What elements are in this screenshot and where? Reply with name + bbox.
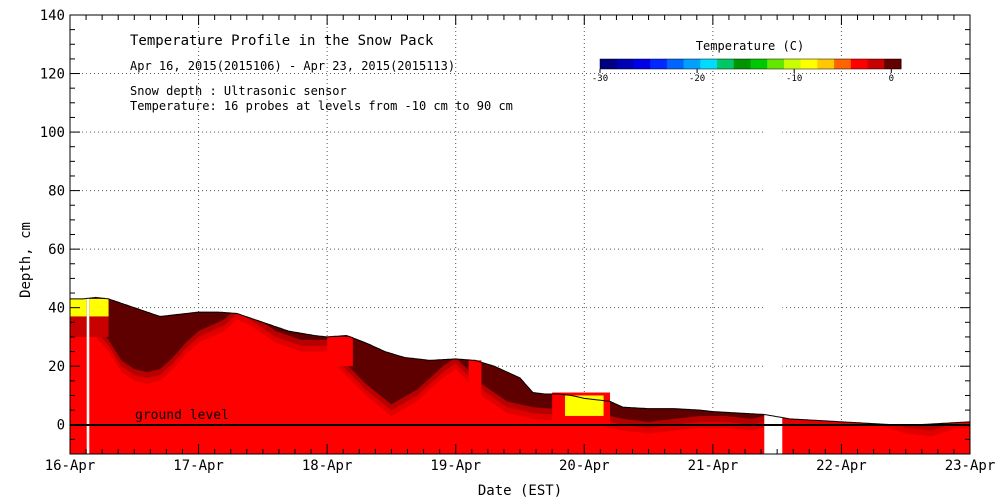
colorbar-swatch [834, 59, 852, 69]
warm-region [70, 319, 970, 454]
chart-title: Temperature Profile in the Snow Pack [130, 33, 434, 49]
x-tick-label: 23-Apr [945, 458, 996, 474]
colorbar-swatch [683, 59, 701, 69]
colorbar-tick-label: -30 [592, 74, 608, 84]
x-tick-label: 20-Apr [559, 458, 610, 474]
colorbar-title: Temperature (C) [696, 39, 804, 53]
colorbar-swatch [767, 59, 785, 69]
probe-temperature-band [89, 316, 109, 337]
colorbar-swatch [850, 59, 869, 69]
colorbar-frame [599, 58, 902, 70]
snow-depth-line [70, 296, 970, 426]
colorbar-swatch [800, 59, 818, 69]
colorbar-tick-label: 0 [889, 74, 894, 84]
y-axis-title: Depth, cm [18, 222, 34, 298]
x-tick-label: 16-Apr [45, 458, 96, 474]
colorbar-swatch [817, 59, 835, 69]
x-tick-label: 21-Apr [688, 458, 739, 474]
colorbar-tick-label: -10 [786, 74, 802, 84]
axis-tick-labels: 16-Apr 17-Apr 18-Apr 19-Apr 20-Apr 21-Apr 22-A… [40, 8, 996, 474]
colorbar-swatch [666, 59, 685, 69]
y-tick-label: 140 [40, 8, 65, 24]
y-tick-label: 20 [48, 359, 65, 375]
colorbar-swatch [884, 59, 902, 69]
chart-subtitle: Apr 16, 2015(2015106) - Apr 23, 2015(201… [130, 59, 455, 73]
colorbar-swatch [700, 59, 718, 69]
probe-temperature-band [327, 336, 353, 367]
missing-data-gap [86, 15, 90, 454]
colorbar-swatch [633, 59, 651, 69]
x-tick-label: 18-Apr [302, 458, 353, 474]
probe-temperature-band [468, 360, 482, 396]
colorbar-swatch [616, 59, 634, 69]
y-tick-label: 0 [57, 418, 65, 434]
colorbar-swatch [750, 59, 768, 69]
x-tick-label: 22-Apr [816, 458, 867, 474]
colorbar-swatch [733, 59, 751, 69]
missing-data-gap [764, 15, 783, 454]
colorbar-swatch [600, 59, 618, 69]
colorbar-swatch [867, 59, 885, 69]
colorbar-swatch [717, 59, 735, 69]
axis-ticks [69, 14, 971, 455]
y-tick-label: 100 [40, 125, 65, 141]
y-tick-label: 120 [40, 67, 65, 83]
temperature-field [70, 15, 970, 454]
x-tick-label: 17-Apr [173, 458, 224, 474]
probe-temperature-band [565, 395, 604, 416]
x-tick-label: 19-Apr [430, 458, 481, 474]
colorbar-tick-label: -20 [689, 74, 705, 84]
probe-temperature-band [89, 298, 109, 317]
colorbar-swatch [650, 59, 668, 69]
y-tick-label: 60 [48, 242, 65, 258]
chart-note-sensor: Snow depth : Ultrasonic sensor [130, 84, 347, 98]
ground-level-label: ground level [135, 408, 229, 423]
y-tick-label: 40 [48, 301, 65, 317]
colorbar-swatch [783, 59, 802, 69]
x-axis-title: Date (EST) [478, 483, 562, 499]
colorbar: -30 -20 -10 0 [592, 58, 902, 84]
probe-temperature-band [70, 316, 87, 337]
chart-note-probes: Temperature: 16 probes at levels from -1… [130, 99, 513, 113]
y-tick-label: 80 [48, 184, 65, 200]
